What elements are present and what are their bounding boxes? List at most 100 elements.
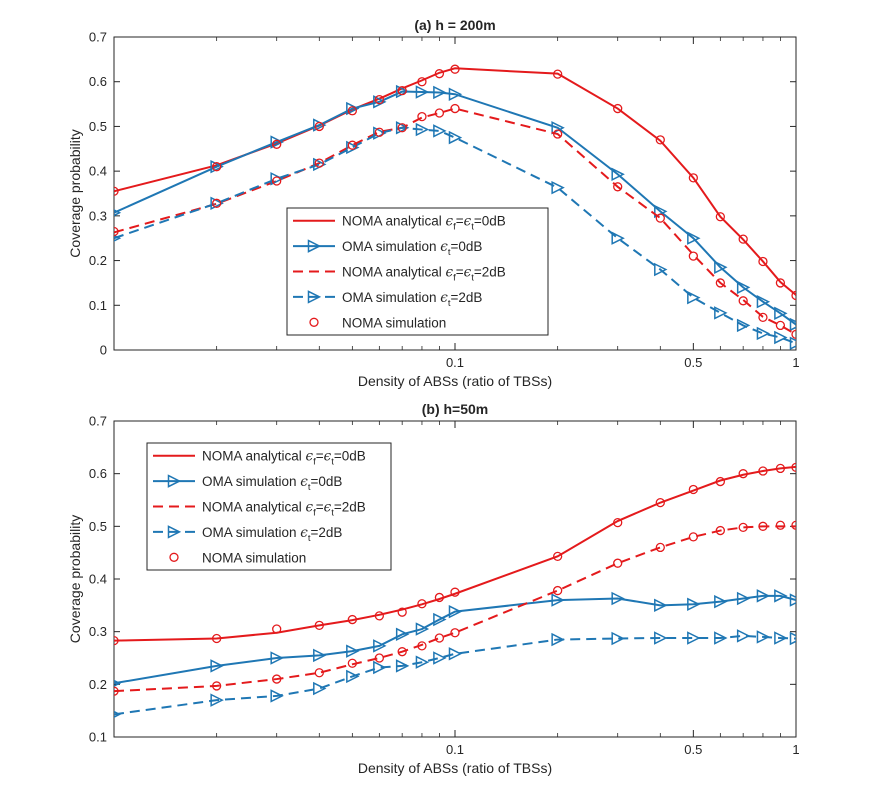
series-1-3-point-16 [756, 630, 771, 644]
series-1-4-point-20 [212, 681, 222, 691]
series-1-1-point-4 [346, 644, 360, 658]
series-1-3-point-9 [448, 647, 463, 661]
series-1-4-point-31 [655, 542, 665, 553]
series-0-1-point-17 [774, 306, 788, 321]
series-0-4-point-3 [314, 121, 324, 132]
y-tick-label-1-1: 0.2 [89, 677, 107, 692]
legend-label-0-3: OMA simulation ϵt=2dB [342, 290, 482, 309]
series-0-4-point-18 [791, 290, 796, 301]
series-1-1-line [114, 594, 796, 685]
series-1-4-point-35 [758, 521, 768, 531]
series-0-3-line [114, 126, 796, 345]
legend-label-0-2: NOMA analytical ϵf=ϵt=2dB [342, 265, 506, 284]
series-0-1-point-16 [756, 294, 771, 309]
legend-label-1-3: OMA simulation ϵt=2dB [202, 525, 342, 544]
y-tick-label-1-5: 0.6 [89, 466, 107, 481]
series-1-4-point-4 [347, 614, 357, 625]
series-0-3-point-7 [415, 122, 430, 137]
series-1-4-point-14 [715, 476, 725, 487]
series-0-4-point-19 [114, 226, 119, 237]
series-0-4-point-24 [374, 127, 384, 137]
series-0-1-point-11 [611, 167, 625, 181]
series-0-4-point-9 [450, 64, 460, 74]
series-0-1-line [114, 90, 796, 326]
series-1-4-point-30 [613, 558, 623, 568]
series-1-4-point-19 [114, 686, 119, 696]
y-tick-label-1-0: 0.1 [89, 730, 107, 745]
series-1-1-point-11 [611, 591, 625, 606]
panel-a: 0 0.1 0.2 0.3 0.4 0.5 0.6 0.7 0.1 0.5 1 (a) h = 200… [67, 17, 800, 389]
series-1-4-point-22 [314, 668, 324, 678]
series-1-3-point-7 [415, 655, 430, 669]
series-1-4-point-29 [553, 585, 563, 596]
series-1-3-point-5 [373, 660, 387, 675]
series-group-0 [114, 64, 796, 350]
series-1-4-point-10 [553, 551, 563, 562]
series-0-4-point-10 [553, 69, 563, 79]
chart-title-1: (b) h=50m [422, 401, 489, 417]
legend-swatch-1-4-point-0 [169, 552, 179, 562]
series-1-4-point-15 [738, 469, 748, 479]
x-axis-label-1: Density of ABSs (ratio of TBSs) [358, 760, 552, 776]
series-1-4-point-12 [655, 497, 665, 508]
series-1-1-point-17 [774, 589, 788, 603]
series-0-4-point-34 [738, 296, 748, 306]
series-1-1-point-14 [714, 594, 728, 609]
series-1-1-point-1 [210, 659, 224, 673]
series-1-4-point-13 [688, 484, 698, 495]
legend-label-1-1: OMA simulation ϵt=0dB [202, 474, 342, 493]
series-1-4-point-37 [791, 520, 796, 530]
series-1-3-point-10 [551, 632, 565, 647]
legend-swatch-0-3-point-0 [307, 290, 322, 304]
y-tick-label-1-6: 0.7 [89, 414, 107, 429]
series-0-1-point-1 [210, 159, 224, 174]
series-1-4-point-9 [450, 587, 460, 597]
series-1-1-point-3 [313, 648, 327, 663]
series-1-4-point-5 [374, 611, 384, 621]
series-0-3-point-17 [774, 330, 788, 345]
x-tick-label-0-2: 1 [792, 355, 799, 370]
legend-label-1-0: NOMA analytical ϵf=ϵt=0dB [202, 449, 366, 468]
series-0-4-point-6 [397, 86, 407, 96]
legend-label-1-4: NOMA simulation [202, 550, 306, 565]
series-0-4-point-21 [272, 176, 282, 186]
chart-title-0: (a) h = 200m [414, 17, 495, 33]
series-1-4-point-34 [738, 522, 748, 533]
series-1-3-point-17 [774, 631, 788, 645]
series-1-4-point-33 [715, 525, 725, 536]
series-0-3-point-13 [687, 290, 701, 305]
series-0-4-point-33 [715, 278, 725, 288]
y-tick-label-1-2: 0.3 [89, 624, 107, 639]
x-tick-label-1-2: 1 [792, 742, 799, 757]
series-1-4-point-24 [374, 653, 384, 663]
series-1-1-point-18 [789, 593, 796, 607]
legend-swatch-0-1-point-0 [307, 239, 322, 253]
series-0-3-point-6 [395, 121, 410, 135]
series-0-4-point-25 [397, 123, 407, 133]
series-1-4-point-16 [758, 466, 768, 476]
series-0-1-point-9 [448, 87, 463, 101]
y-tick-label-1-3: 0.4 [89, 572, 107, 587]
series-0-1-point-14 [714, 260, 728, 274]
series-0-3-point-2 [270, 172, 284, 186]
series-0-1-point-13 [687, 231, 701, 245]
series-0-4-point-17 [775, 278, 786, 288]
series-1-4-point-25 [397, 647, 407, 657]
y-tick-label-0-2: 0.2 [89, 253, 107, 268]
series-0-3-point-15 [736, 318, 751, 333]
series-0-1-point-15 [736, 280, 751, 295]
series-0-4-point-31 [655, 213, 665, 223]
legend-label-0-1: OMA simulation ϵt=0dB [342, 239, 482, 258]
y-tick-label-0-6: 0.6 [89, 74, 107, 89]
series-0-4-point-2 [272, 139, 282, 149]
series-0-4-point-35 [758, 312, 768, 323]
series-1-1-point-7 [415, 622, 430, 636]
series-0-4-point-26 [417, 111, 427, 122]
series-1-1-point-12 [654, 598, 668, 613]
series-0-4-point-12 [655, 135, 665, 145]
series-1-3-point-4 [346, 669, 360, 684]
series-0-4-point-16 [758, 256, 768, 267]
legend-1: NOMA analytical ϵf=ϵt=0dB OMA simulation … [146, 442, 392, 571]
series-1-1-point-5 [373, 639, 387, 653]
series-0-1-point-2 [270, 135, 284, 149]
